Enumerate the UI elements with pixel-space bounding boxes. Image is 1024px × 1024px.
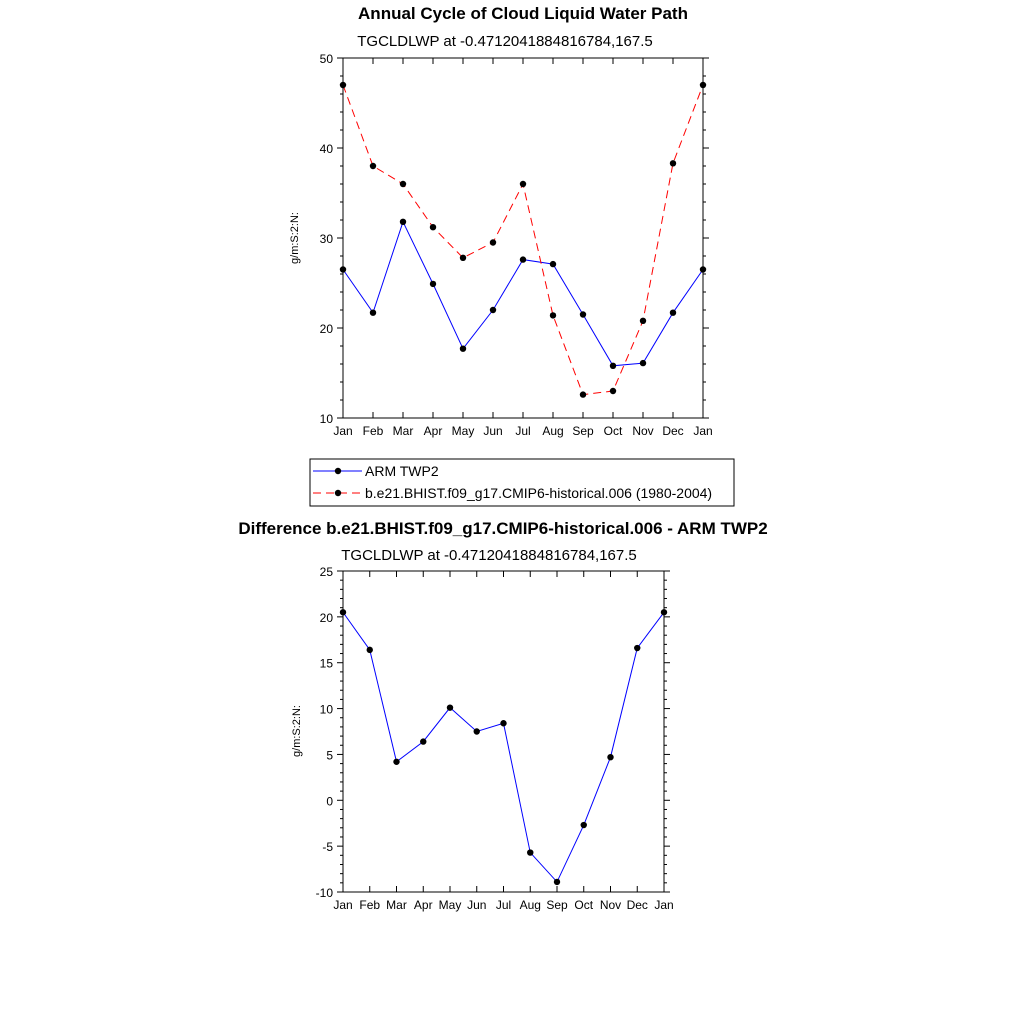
x-tick-label: Jan bbox=[693, 424, 712, 438]
data-point bbox=[420, 738, 427, 745]
data-point bbox=[639, 317, 647, 324]
data-point bbox=[669, 309, 677, 316]
chart1-plot: Jan Feb Mar Apr May Jun Jul Aug Sep Oct Nov Dec Jan1… bbox=[320, 52, 713, 438]
x-tick-label: Jun bbox=[467, 898, 486, 912]
data-point bbox=[393, 758, 400, 765]
data-point bbox=[399, 218, 407, 225]
y-tick-label: 0 bbox=[326, 794, 333, 808]
x-tick-label: Oct bbox=[574, 898, 593, 912]
data-point bbox=[639, 359, 647, 367]
y-tick-label: 15 bbox=[320, 657, 334, 671]
data-point bbox=[339, 266, 347, 273]
x-tick-label: Feb bbox=[359, 898, 380, 912]
y-tick-label: 20 bbox=[320, 611, 334, 625]
data-point bbox=[459, 254, 467, 261]
y-tick-label: 10 bbox=[320, 412, 334, 426]
x-tick-label: Aug bbox=[520, 898, 541, 912]
data-point bbox=[699, 266, 707, 273]
data-point bbox=[553, 878, 561, 886]
x-tick-label: Feb bbox=[363, 424, 384, 438]
data-point bbox=[699, 81, 707, 89]
data-point bbox=[339, 81, 347, 89]
plot-frame bbox=[342, 570, 665, 893]
plot-frame bbox=[342, 57, 704, 419]
x-tick-label: May bbox=[452, 424, 475, 438]
chart1-subtitle: TGCLDLWP at -0.4712041884816784,167.5 bbox=[357, 33, 653, 50]
x-tick-label: Apr bbox=[414, 898, 433, 912]
legend-model-label: b.e21.BHIST.f09_g17.CMIP6-historical.006… bbox=[365, 485, 712, 501]
chart2-ylabel: g/m:S:2:N: bbox=[291, 705, 303, 757]
x-tick-label: Jun bbox=[483, 424, 502, 438]
data-point bbox=[634, 644, 641, 652]
y-tick-label: 30 bbox=[320, 232, 334, 246]
data-point bbox=[607, 753, 614, 761]
data-point bbox=[473, 728, 480, 735]
x-tick-label: Jul bbox=[515, 424, 530, 438]
data-point bbox=[369, 309, 377, 316]
x-tick-label: Sep bbox=[546, 898, 568, 912]
x-tick-label: Dec bbox=[662, 424, 683, 438]
data-point bbox=[489, 239, 497, 246]
series-line-0 bbox=[342, 220, 704, 367]
y-tick-label: -10 bbox=[316, 886, 334, 900]
legend-arm-marker bbox=[334, 467, 342, 475]
x-tick-label: Mar bbox=[386, 898, 407, 912]
x-tick-label: Aug bbox=[542, 424, 563, 438]
data-point bbox=[669, 160, 677, 167]
data-point bbox=[489, 306, 497, 314]
x-tick-label: Nov bbox=[600, 898, 621, 912]
data-point bbox=[660, 609, 668, 616]
y-tick-label: 25 bbox=[320, 565, 334, 579]
data-point bbox=[579, 311, 587, 318]
y-tick-label: 50 bbox=[320, 52, 334, 66]
data-point bbox=[549, 260, 557, 268]
data-point bbox=[519, 256, 527, 263]
data-point bbox=[500, 720, 507, 727]
legend-box bbox=[309, 458, 735, 507]
x-tick-label: May bbox=[439, 898, 462, 912]
data-point bbox=[369, 162, 377, 170]
x-tick-label: Nov bbox=[632, 424, 653, 438]
data-point bbox=[459, 345, 467, 352]
data-point bbox=[339, 609, 347, 616]
y-tick-label: 10 bbox=[320, 703, 334, 717]
x-tick-label: Dec bbox=[627, 898, 648, 912]
chart1-legend: ARM TWP2 b.e21.BHIST.f09_g17.CMIP6-histo… bbox=[309, 458, 735, 507]
legend-model-marker bbox=[334, 489, 342, 497]
x-tick-label: Jul bbox=[496, 898, 511, 912]
y-tick-label: 40 bbox=[320, 142, 334, 156]
chart1-ylabel: g/m:S:2:N: bbox=[289, 212, 301, 264]
data-point bbox=[399, 180, 407, 188]
data-point bbox=[429, 280, 437, 288]
data-point bbox=[580, 821, 587, 829]
y-tick-label: 20 bbox=[320, 322, 334, 336]
series-line-0 bbox=[342, 611, 665, 883]
data-point bbox=[429, 224, 437, 231]
x-tick-label: Jan bbox=[654, 898, 673, 912]
y-tick-label: -5 bbox=[322, 840, 333, 854]
data-point bbox=[609, 387, 617, 395]
data-point bbox=[579, 391, 587, 398]
x-tick-label: Jan bbox=[333, 898, 352, 912]
chart2-title: Difference b.e21.BHIST.f09_g17.CMIP6-his… bbox=[238, 519, 767, 538]
data-point bbox=[609, 362, 617, 369]
x-tick-label: Oct bbox=[604, 424, 623, 438]
data-point bbox=[549, 312, 557, 319]
x-tick-label: Apr bbox=[424, 424, 443, 438]
chart2-plot: Jan Feb Mar Apr May Jun Jul Aug Sep Oct Nov Dec Jan-… bbox=[316, 565, 674, 912]
data-point bbox=[446, 704, 454, 711]
y-tick-label: 5 bbox=[326, 748, 333, 762]
x-tick-label: Sep bbox=[572, 424, 594, 438]
data-point bbox=[527, 849, 534, 856]
legend-arm-label: ARM TWP2 bbox=[365, 463, 439, 479]
chart1-title: Annual Cycle of Cloud Liquid Water Path bbox=[358, 4, 688, 23]
chart2-subtitle: TGCLDLWP at -0.4712041884816784,167.5 bbox=[341, 547, 637, 564]
x-tick-label: Jan bbox=[333, 424, 352, 438]
data-point bbox=[519, 180, 527, 188]
data-point bbox=[366, 646, 373, 654]
x-tick-label: Mar bbox=[393, 424, 414, 438]
